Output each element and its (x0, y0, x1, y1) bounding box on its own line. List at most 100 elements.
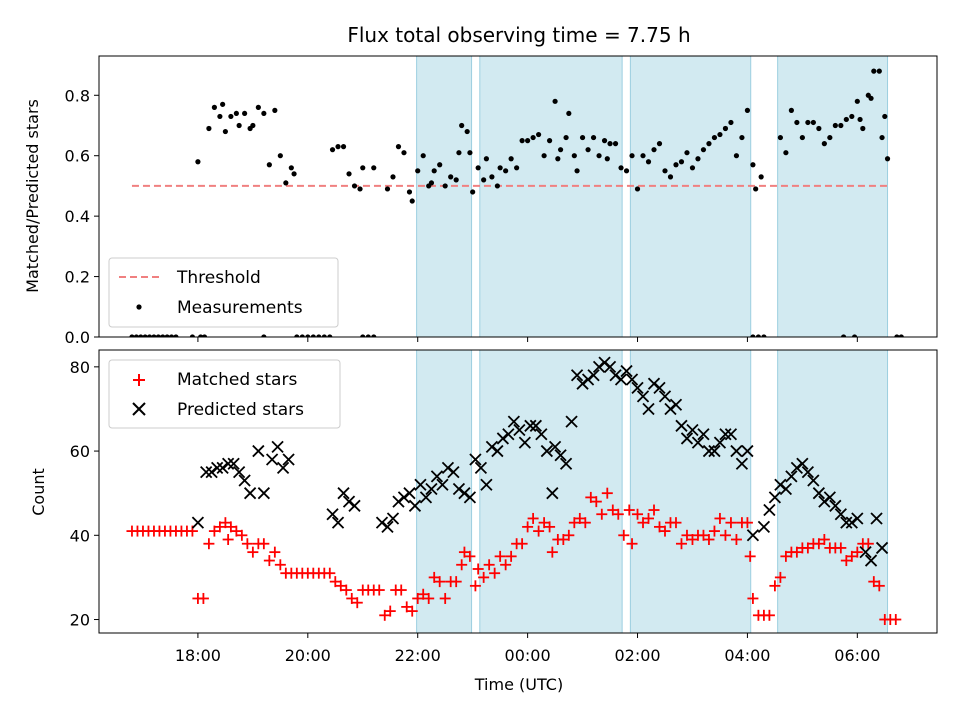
measurement-point (618, 165, 624, 171)
measurement-point (788, 107, 794, 113)
predicted-marker-b (436, 478, 449, 491)
measurement-point (360, 165, 366, 171)
bottom-count-series (126, 356, 902, 626)
measurement-point (250, 122, 256, 129)
measurement-point (283, 180, 289, 186)
matched-star-point (450, 576, 462, 588)
measurement-point (843, 116, 849, 123)
bottom-shaded-intervals (416, 349, 889, 634)
predicted-marker-b (757, 520, 771, 534)
measurement-point (483, 156, 490, 162)
matched-star-point (643, 512, 655, 524)
measurement-point (291, 171, 297, 177)
predicted-marker-b (840, 516, 853, 529)
top-y-tick-label: 0.2 (65, 268, 90, 287)
measurement-point (448, 174, 454, 180)
measurement-point (494, 183, 500, 189)
measurement-point-zero (894, 334, 900, 337)
predicted-marker-b (221, 457, 235, 470)
predicted-marker-b (724, 428, 738, 441)
matched-star-point (483, 559, 495, 571)
predicted-star-point (620, 364, 633, 378)
predicted-star-point (763, 503, 776, 517)
measurement-point (277, 153, 283, 159)
predicted-marker-b (730, 444, 743, 458)
predicted-marker-b (540, 444, 553, 458)
measurement-point (420, 153, 426, 159)
matched-star-point (719, 529, 731, 541)
measurement-point (868, 95, 874, 101)
predicted-star-point (265, 453, 279, 466)
predicted-star-point (221, 457, 235, 470)
measurement-point (711, 134, 718, 141)
predicted-marker-b (807, 474, 820, 487)
bottom-legend-box (108, 359, 341, 429)
predicted-star-point (658, 390, 672, 403)
measurement-point (437, 162, 443, 168)
shaded-interval (629, 349, 752, 634)
predicted-star-point (859, 546, 872, 559)
matched-star-point (423, 592, 435, 604)
shaded-interval (777, 55, 889, 338)
matched-star-point (873, 580, 885, 592)
measurement-point (876, 68, 882, 74)
predicted-star-point (796, 457, 809, 470)
predicted-marker-b (331, 516, 345, 529)
predicted-star-point (276, 461, 290, 475)
predicted-star-point (790, 461, 804, 475)
matched-star-point (373, 584, 385, 596)
predicted-star-point (592, 360, 606, 373)
predicted-star-point (392, 495, 405, 508)
measurement-point (733, 153, 740, 159)
matched-star-point (659, 525, 671, 537)
measurement-point (261, 110, 267, 117)
predicted-marker-b (205, 465, 218, 479)
measurement-point (566, 110, 572, 117)
measurement-point-zero (138, 334, 144, 337)
measurement-point (395, 144, 402, 150)
shaded-interval (629, 55, 752, 338)
measurement-point (266, 162, 272, 168)
predicted-star-point (686, 423, 699, 437)
measurement-point-zero (316, 334, 322, 337)
measurement-point (346, 171, 352, 177)
measurement-point (228, 113, 234, 120)
measurement-point (340, 144, 347, 150)
predicted-star-point (381, 520, 394, 534)
matched-star-point (236, 529, 248, 541)
x-tick-label: 02:00 (614, 646, 660, 665)
predicted-marker-b (554, 449, 567, 462)
measurement-point (849, 113, 855, 120)
predicted-marker-b (697, 428, 710, 441)
measurement-point (838, 122, 844, 129)
measurement-point-zero (851, 334, 858, 337)
predicted-star-point (581, 373, 595, 386)
measurement-point (222, 128, 228, 135)
matched-star-point (384, 605, 396, 617)
measurement-point (662, 168, 668, 174)
measurement-point (857, 116, 863, 123)
predicted-star-point (227, 457, 240, 470)
predicted-star-point (818, 495, 831, 508)
measurement-point (612, 141, 619, 147)
matched-star-point (478, 571, 490, 583)
bottom-panel: 20 40 60 80 18:00 20:00 22:00 00:00 02:00 04:00 0… (29, 349, 938, 694)
predicted-marker-b (425, 482, 438, 496)
matched-star-point (618, 529, 630, 541)
measurement-point (574, 168, 580, 174)
predicted-star-point (875, 541, 889, 555)
predicted-star-point (570, 369, 584, 382)
measurement-point (464, 128, 470, 135)
predicted-star-point (502, 428, 515, 441)
predicted-star-point (548, 440, 562, 453)
measurement-point (571, 153, 577, 159)
measurement-point (673, 162, 679, 168)
predicted-marker-b (447, 465, 460, 479)
measurement-point (563, 134, 569, 141)
measurement-point-zero (173, 334, 179, 337)
predicted-marker-b (609, 369, 622, 382)
measurement-point (546, 138, 553, 144)
predicted-marker-b (658, 390, 672, 403)
matched-star-point (774, 571, 786, 583)
matched-star-point (763, 609, 775, 621)
